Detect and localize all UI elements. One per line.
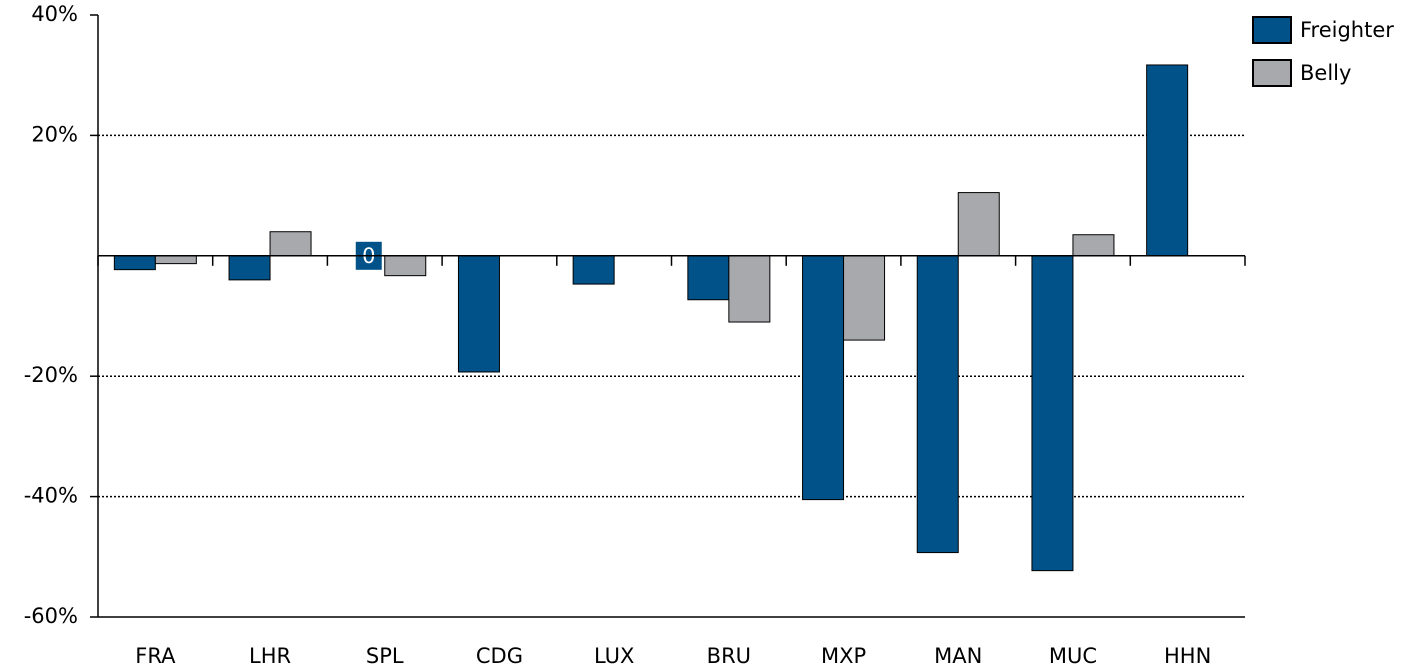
bar bbox=[269, 231, 312, 257]
legend-swatch bbox=[1252, 59, 1292, 87]
bar bbox=[802, 255, 845, 501]
bar bbox=[384, 255, 427, 277]
x-tick-label: MUC bbox=[1049, 644, 1097, 668]
bar bbox=[687, 255, 730, 301]
bar bbox=[154, 255, 197, 265]
bar bbox=[957, 192, 1000, 257]
x-tick-label: MXP bbox=[821, 644, 866, 668]
x-tick-label: BRU bbox=[707, 644, 751, 668]
x-tick-label: CDG bbox=[476, 644, 523, 668]
x-tick-label: SPL bbox=[366, 644, 404, 668]
x-tick-label: LUX bbox=[594, 644, 634, 668]
bar bbox=[457, 255, 500, 373]
bar bbox=[1072, 234, 1115, 257]
bar bbox=[1146, 64, 1189, 257]
x-tick-label: HHN bbox=[1164, 644, 1211, 668]
x-tick-label: FRA bbox=[135, 644, 176, 668]
bar bbox=[228, 255, 271, 281]
legend-label: Belly bbox=[1300, 61, 1351, 85]
bar bbox=[1031, 255, 1074, 572]
bar bbox=[843, 255, 886, 341]
x-tick-label: MAN bbox=[934, 644, 982, 668]
y-tick-label: -20% bbox=[24, 363, 78, 387]
bar bbox=[728, 255, 771, 323]
legend-label: Freighter bbox=[1300, 18, 1394, 42]
x-tick-label: LHR bbox=[249, 644, 291, 668]
bar bbox=[113, 255, 156, 271]
y-tick-label: -40% bbox=[24, 484, 78, 508]
bar bbox=[572, 255, 615, 285]
y-tick-label: -60% bbox=[24, 604, 78, 628]
y-tick-label: 20% bbox=[31, 122, 78, 146]
legend-swatch bbox=[1252, 16, 1292, 44]
y-tick-label: 40% bbox=[31, 2, 78, 26]
bar bbox=[916, 255, 959, 554]
